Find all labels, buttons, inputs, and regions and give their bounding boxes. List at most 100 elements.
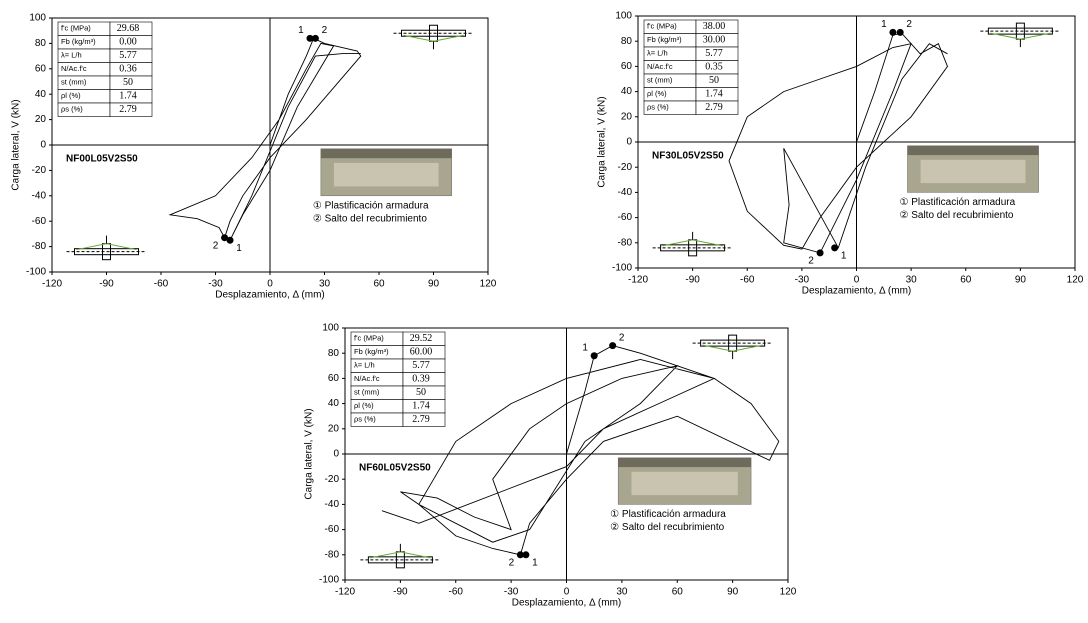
table-value: 2.79 [119, 104, 137, 115]
specimen-label: NF60L05V2S50 [359, 463, 431, 474]
key-point-label: 1 [582, 342, 588, 353]
hysteresis-curve [168, 37, 362, 241]
x-tick-label: -120 [42, 279, 62, 290]
x-tick-label: -30 [504, 587, 519, 598]
y-tick-label: 60 [621, 61, 633, 72]
specimen-label: NF30L05V2S50 [652, 151, 724, 162]
y-tick-label: -20 [32, 165, 47, 176]
table-value: 50 [709, 75, 719, 86]
key-point [609, 342, 617, 350]
table-label: st (mm) [647, 76, 673, 85]
key-point-label: 2 [213, 240, 219, 251]
x-axis-label: Desplazamiento, Δ (mm) [802, 286, 912, 297]
y-tick-label: -100 [26, 267, 46, 278]
table-value: 50 [123, 77, 133, 88]
specimen-label: NF00L05V2S50 [66, 154, 138, 165]
x-tick-label: 120 [1067, 275, 1084, 286]
y-tick-label: 80 [621, 36, 633, 47]
y-tick-label: -80 [618, 237, 633, 248]
table-label: ρl (%) [354, 401, 374, 410]
table-label: ρl (%) [647, 89, 667, 98]
table-value: 5.77 [412, 360, 430, 371]
x-tick-label: -60 [740, 275, 755, 286]
key-point [816, 249, 824, 257]
photo [320, 148, 452, 159]
x-tick-label: 120 [480, 279, 497, 290]
key-point [311, 34, 319, 42]
table-label: Fb (kg/m³) [354, 347, 389, 356]
x-tick-label: 60 [672, 587, 684, 598]
key-point-label: 1 [298, 25, 304, 36]
y-tick-label: -80 [32, 241, 47, 252]
y-tick-label: -40 [618, 187, 633, 198]
y-tick-label: 40 [328, 398, 340, 409]
annotation: ① Plastificación armadura [899, 197, 1015, 208]
x-tick-label: 90 [428, 279, 440, 290]
y-tick-label: -60 [32, 216, 47, 227]
x-tick-label: 120 [780, 587, 797, 598]
icon [403, 34, 464, 42]
y-tick-label: -80 [325, 549, 340, 560]
y-axis-label: Carga lateral, V (kN) [597, 96, 608, 187]
annotation: ② Salto del recubrimiento [610, 522, 724, 533]
y-axis-label: Carga lateral, V (kN) [304, 408, 315, 499]
y-tick-label: -20 [325, 474, 340, 485]
key-point-label: 1 [881, 19, 887, 30]
table-value: 1.74 [412, 401, 430, 412]
key-point-label: 2 [808, 256, 814, 267]
annotation: ① Plastificación armadura [610, 509, 726, 520]
y-tick-label: -60 [325, 524, 340, 535]
photo [920, 159, 1026, 184]
table-label: ρl (%) [61, 91, 81, 100]
table-label: f'c (MPa) [61, 24, 91, 33]
key-point-label: 1 [532, 557, 538, 568]
hysteresis-curve [728, 33, 949, 254]
x-tick-label: -90 [99, 279, 114, 290]
x-tick-label: -30 [795, 275, 810, 286]
x-tick-label: 30 [319, 279, 331, 290]
x-tick-label: -60 [449, 587, 464, 598]
x-tick-label: 90 [727, 587, 739, 598]
key-point [896, 28, 904, 36]
table-label: f'c (MPa) [354, 334, 384, 343]
x-tick-label: -90 [685, 275, 700, 286]
key-point-label: 2 [509, 557, 515, 568]
table-value: 0.36 [119, 64, 137, 75]
table-cell [109, 102, 153, 117]
key-point [306, 34, 314, 42]
key-point [516, 551, 524, 559]
x-tick-label: -30 [208, 279, 223, 290]
hysteresis-curve [381, 345, 780, 556]
key-point [522, 551, 530, 559]
table-value: 0.35 [705, 62, 723, 73]
y-tick-label: 20 [621, 111, 633, 122]
table-label: λ= L/h [354, 361, 375, 370]
table-value: 5.77 [119, 50, 137, 61]
y-tick-label: 0 [626, 137, 632, 148]
y-tick-label: 80 [35, 38, 47, 49]
x-tick-label: 90 [1015, 275, 1027, 286]
table-label: λ= L/h [61, 51, 82, 60]
table-label: N/Ac.f'c [647, 62, 673, 71]
key-point-label: 2 [322, 25, 328, 36]
y-tick-label: 100 [615, 11, 632, 22]
table-value: 29.68 [117, 23, 140, 34]
photo [907, 145, 1039, 156]
table-label: N/Ac.f'c [354, 374, 380, 383]
y-tick-label: 60 [328, 373, 340, 384]
table-label: N/Ac.f'c [61, 64, 87, 73]
table-cell [695, 100, 739, 115]
annotation: ① Plastificación armadura [313, 200, 429, 211]
table-label: st (mm) [354, 388, 380, 397]
x-tick-label: -90 [393, 587, 408, 598]
key-point [831, 244, 839, 252]
photo [618, 457, 752, 468]
table-value: 29.52 [410, 333, 433, 344]
y-tick-label: -40 [32, 190, 47, 201]
y-tick-label: 40 [35, 89, 47, 100]
key-point-label: 2 [906, 19, 912, 30]
x-tick-label: 30 [616, 587, 628, 598]
key-point-label: 2 [619, 332, 625, 343]
key-point [221, 234, 229, 242]
table-label: λ= L/h [647, 49, 668, 58]
